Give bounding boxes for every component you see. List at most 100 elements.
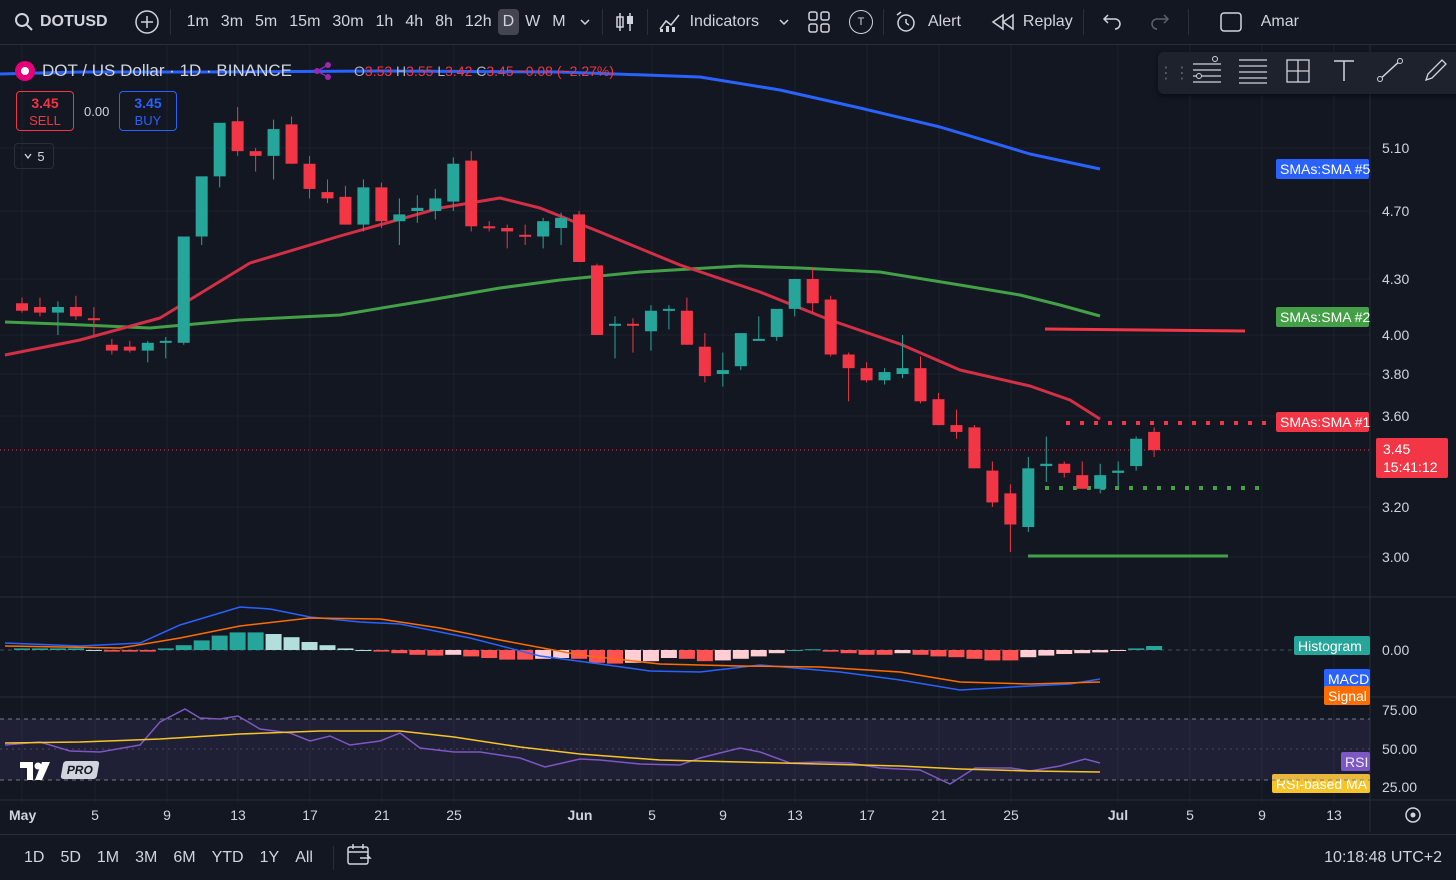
- indicator-count: 5: [37, 148, 45, 164]
- candle-body: [69, 307, 82, 317]
- fullscreen-button[interactable]: [1219, 0, 1243, 44]
- macd-histogram-bar: [1092, 650, 1109, 653]
- price-axis-label: 3.80: [1382, 366, 1409, 382]
- candle-body: [429, 198, 442, 211]
- macd-histogram-bar: [193, 640, 210, 650]
- range-ytd[interactable]: YTD: [211, 848, 244, 866]
- replay-button[interactable]: Replay: [991, 0, 1073, 44]
- user-menu[interactable]: Amar: [1261, 0, 1299, 44]
- timeframe-1h[interactable]: 1h: [375, 13, 394, 30]
- replay-label: Replay: [1022, 13, 1073, 30]
- range-1d[interactable]: 1D: [24, 848, 45, 866]
- timeframe-4h[interactable]: 4h: [405, 13, 424, 30]
- close-label: C: [476, 63, 487, 79]
- range-1m[interactable]: 1M: [96, 848, 120, 866]
- macd-histogram-bar: [139, 650, 156, 652]
- macd-histogram-bar: [624, 650, 641, 663]
- macd-histogram-bar: [535, 650, 552, 659]
- price-chart[interactable]: 5.10 4.70 4.30 4.00 3.80 3.60 3.20 3.00 SMAs:SMA…: [0, 45, 1456, 832]
- goto-date-button[interactable]: [346, 843, 372, 872]
- macd-histogram-bar: [499, 650, 516, 660]
- legend-title: DOT / US Dollar · 1D · BINANCE: [42, 61, 293, 80]
- sell-button[interactable]: 3.45 SELL: [16, 91, 74, 131]
- macd-histogram-bar: [445, 650, 462, 655]
- candle-body: [33, 307, 46, 313]
- candle-body: [123, 346, 136, 351]
- range-5d[interactable]: 5D: [60, 848, 81, 866]
- candle-body: [177, 236, 190, 343]
- macd-histogram-bar: [1110, 650, 1127, 651]
- range-1y[interactable]: 1Y: [259, 848, 280, 866]
- compare-button[interactable]: [134, 0, 160, 44]
- candle-body: [662, 308, 675, 311]
- candle-body: [644, 310, 657, 332]
- sell-label: SELL: [29, 113, 61, 128]
- text-icon: [1333, 60, 1354, 81]
- timeframe-12h[interactable]: 12h: [464, 13, 492, 30]
- date-axis-label: 21: [374, 807, 390, 823]
- chart-type-button[interactable]: [613, 0, 637, 44]
- add-circle-icon: [134, 10, 159, 34]
- candle-body: [465, 160, 478, 227]
- date-axis-label: 21: [931, 807, 947, 823]
- indicator-collapse-toggle[interactable]: 5: [14, 143, 54, 169]
- timeframe-15m[interactable]: 15m: [289, 13, 321, 30]
- indicators-dropdown[interactable]: [777, 0, 791, 44]
- symbol-search[interactable]: DOTUSD: [0, 0, 108, 44]
- macd-histogram-bar: [732, 650, 749, 659]
- sma5-line: [0, 69, 1101, 171]
- multi-line-tool[interactable]: [1184, 56, 1230, 90]
- alert-button[interactable]: Alert: [894, 0, 961, 44]
- timeframe-d[interactable]: D: [497, 9, 520, 35]
- candle-body: [734, 333, 747, 367]
- macd-histogram-bar: [103, 650, 120, 652]
- pro-badge: PRO: [60, 761, 100, 779]
- timeframe-3m[interactable]: 3m: [220, 13, 244, 30]
- candles-icon: [615, 13, 633, 31]
- series-tag-label: SMAs:SMA #5: [1280, 161, 1370, 177]
- ohlc-values: O3.53 H3.55 L3.42 C3.45 −0.08 (−2.27%): [354, 63, 614, 79]
- macd-histogram-bar: [319, 645, 336, 650]
- indicators-button[interactable]: Indicators: [658, 0, 759, 44]
- fib-tool[interactable]: [1230, 56, 1276, 90]
- brush-tool[interactable]: [1367, 56, 1413, 90]
- candle-body: [770, 308, 783, 337]
- timeframe-dropdown[interactable]: [578, 0, 592, 44]
- timeframe-1m[interactable]: 1m: [186, 13, 209, 30]
- utc-clock[interactable]: 10:18:48 UTC+2: [1324, 848, 1442, 866]
- timeframe-m[interactable]: M: [552, 13, 566, 30]
- settings-icon[interactable]: [1405, 807, 1421, 823]
- resistance-line: [1044, 327, 1246, 333]
- pencil-tool[interactable]: [1412, 56, 1456, 90]
- toolbar-divider: [169, 9, 171, 35]
- pattern-tool[interactable]: [1275, 56, 1321, 90]
- macd-histogram-bar: [966, 650, 983, 659]
- timeframe-30m[interactable]: 30m: [332, 13, 364, 30]
- templates-button[interactable]: T: [848, 0, 873, 44]
- drag-handle-icon[interactable]: ⋮⋮: [1158, 65, 1190, 82]
- template-badge: T: [848, 10, 873, 34]
- macd-histogram-bar: [714, 650, 731, 661]
- price-axis-label: 3.00: [1382, 549, 1409, 565]
- timeframe-w[interactable]: W: [525, 13, 541, 30]
- link-icon[interactable]: [312, 60, 334, 82]
- date-axis-label: 9: [719, 807, 727, 823]
- tradingview-logo[interactable]: PRO: [20, 759, 100, 781]
- range-all[interactable]: All: [295, 848, 313, 866]
- range-6m[interactable]: 6M: [173, 848, 196, 866]
- macd-histogram-bar: [840, 650, 857, 654]
- grid-icon: [808, 11, 830, 33]
- buy-button[interactable]: 3.45 BUY: [119, 91, 177, 131]
- chart-area[interactable]: 5.10 4.70 4.30 4.00 3.80 3.60 3.20 3.00 SMAs:SMA…: [0, 45, 1456, 832]
- timeframe-8h[interactable]: 8h: [435, 13, 453, 30]
- macd-histogram-bar: [660, 650, 677, 658]
- redo-button[interactable]: [1150, 0, 1170, 44]
- symbol-legend: DOT / US Dollar · 1D · BINANCE O3.53 H3.…: [14, 60, 614, 82]
- text-tool[interactable]: [1321, 56, 1367, 90]
- layouts-button[interactable]: [807, 0, 831, 44]
- symbol-name: DOTUSD: [40, 13, 108, 30]
- macd-histogram-bar: [14, 648, 30, 650]
- range-3m[interactable]: 3M: [135, 848, 158, 866]
- timeframe-5m[interactable]: 5m: [255, 13, 278, 30]
- undo-button[interactable]: [1102, 0, 1122, 44]
